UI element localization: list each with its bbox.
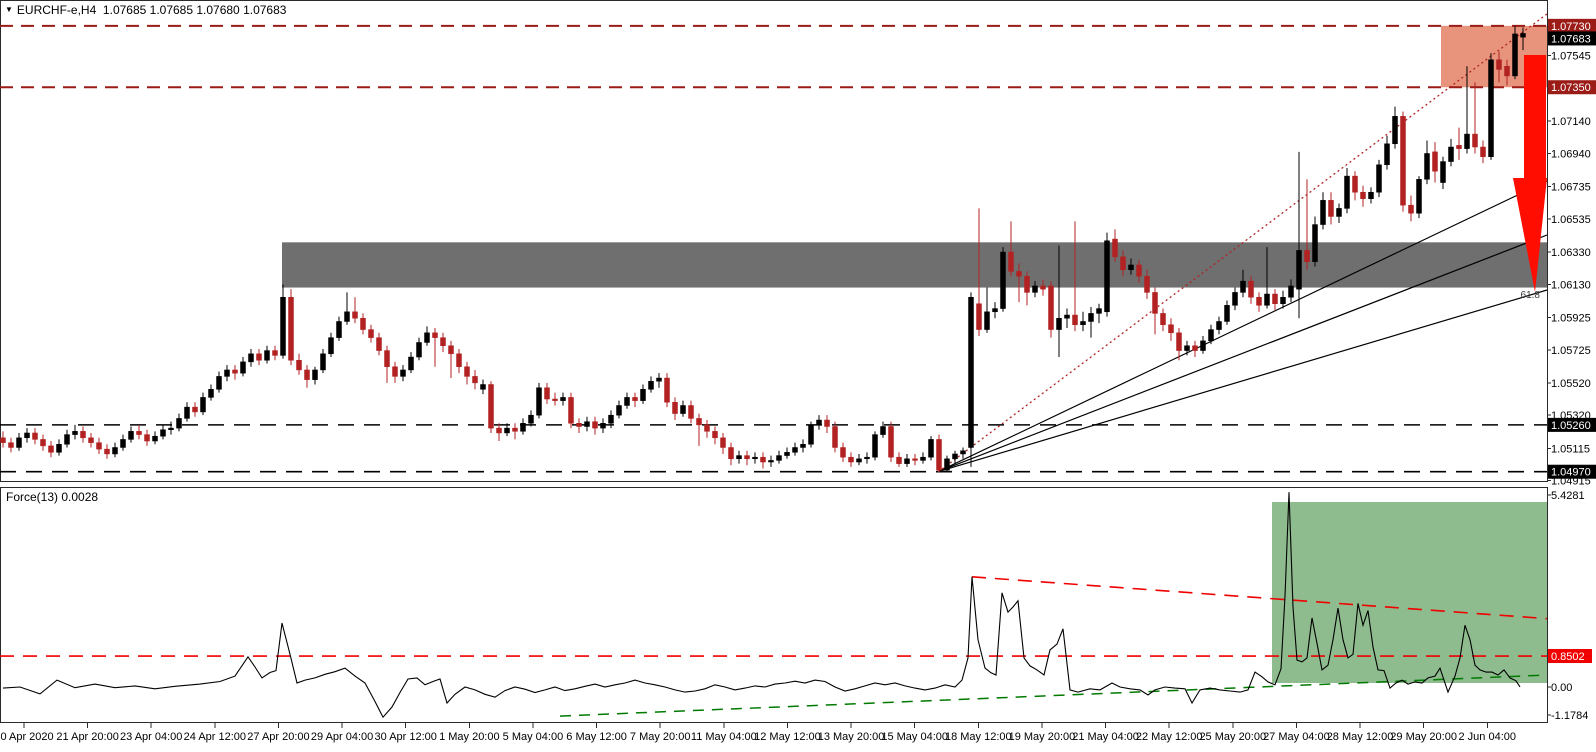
svg-text:1.05725: 1.05725	[1551, 345, 1591, 357]
svg-text:7 May 20:00: 7 May 20:00	[630, 731, 691, 743]
svg-text:1.04915: 1.04915	[1551, 476, 1591, 488]
symbol-dropdown-icon[interactable]: ▼	[5, 5, 13, 14]
svg-text:1.06535: 1.06535	[1551, 214, 1591, 226]
svg-text:1 May 20:00: 1 May 20:00	[439, 731, 500, 743]
svg-text:1.07350: 1.07350	[1551, 82, 1591, 94]
candlestick-series	[0, 25, 1526, 472]
svg-text:13 May 20:00: 13 May 20:00	[818, 731, 885, 743]
svg-text:5.4281: 5.4281	[1551, 490, 1585, 502]
zone-rectangles[interactable]	[282, 25, 1547, 288]
svg-text:5 May 04:00: 5 May 04:00	[503, 731, 564, 743]
time-axis[interactable]: 20 Apr 2020 21 Apr 20:00 23 Apr 04:00 24 Ap…	[0, 723, 1516, 743]
force-indicator-pane[interactable]	[0, 492, 1548, 719]
svg-text:1.05520: 1.05520	[1551, 378, 1591, 390]
svg-text:2 Jun 04:00: 2 Jun 04:00	[1459, 731, 1517, 743]
force-green-trendline	[559, 674, 1548, 717]
svg-text:27 May 04:00: 27 May 04:00	[1263, 731, 1330, 743]
svg-text:1.07545: 1.07545	[1551, 51, 1591, 63]
svg-text:19 May 20:00: 19 May 20:00	[1009, 731, 1076, 743]
indicator-axis[interactable]: 5.4281 0.8502 0.00 -1.1784	[1547, 490, 1592, 722]
svg-text:1.06940: 1.06940	[1551, 148, 1591, 160]
svg-text:23 Apr 04:00: 23 Apr 04:00	[120, 731, 182, 743]
svg-text:1.05925: 1.05925	[1551, 312, 1591, 324]
svg-text:1.07140: 1.07140	[1551, 116, 1591, 128]
svg-text:1.07730: 1.07730	[1551, 21, 1591, 33]
svg-text:1.06130: 1.06130	[1551, 279, 1591, 291]
svg-text:1.06330: 1.06330	[1551, 247, 1591, 259]
svg-text:27 Apr 20:00: 27 Apr 20:00	[247, 731, 309, 743]
svg-text:1.07683: 1.07683	[1551, 33, 1591, 45]
svg-text:6 May 12:00: 6 May 12:00	[566, 731, 627, 743]
svg-text:11 May 04:00: 11 May 04:00	[691, 731, 757, 743]
force-line	[2, 492, 1521, 719]
svg-text:1.04970: 1.04970	[1551, 467, 1591, 479]
force-red-trendline	[971, 576, 1548, 620]
svg-text:22 May 12:00: 22 May 12:00	[1136, 731, 1203, 743]
pane-borders	[0, 0, 1548, 723]
chart-title: EURCHF-e,H4 1.07685 1.07685 1.07680 1.07…	[16, 3, 287, 17]
svg-text:1.05260: 1.05260	[1551, 420, 1591, 432]
svg-text:0.8502: 0.8502	[1551, 651, 1585, 663]
horizontal-line-drawings[interactable]	[0, 24, 1547, 473]
svg-text:18 May 12:00: 18 May 12:00	[945, 731, 1012, 743]
svg-text:28 May 12:00: 28 May 12:00	[1327, 731, 1394, 743]
svg-text:-1.1784: -1.1784	[1551, 710, 1588, 722]
svg-text:12 May 12:00: 12 May 12:00	[754, 731, 821, 743]
svg-text:21 May 04:00: 21 May 04:00	[1072, 731, 1139, 743]
gray-rectangle-drawing	[282, 242, 1547, 288]
fibo-fan-drawing[interactable]	[937, 13, 1548, 473]
svg-text:24 Apr 12:00: 24 Apr 12:00	[184, 731, 246, 743]
svg-text:29 Apr 04:00: 29 Apr 04:00	[311, 731, 373, 743]
svg-text:25 May 20:00: 25 May 20:00	[1199, 731, 1266, 743]
chart-title-bar: ▼ EURCHF-e,H4 1.07685 1.07685 1.07680 1.0…	[5, 3, 286, 17]
svg-text:1.05115: 1.05115	[1551, 443, 1590, 455]
svg-text:30 Apr 12:00: 30 Apr 12:00	[375, 731, 437, 743]
svg-text:20 Apr 2020: 20 Apr 2020	[0, 731, 54, 743]
svg-text:15 May 04:00: 15 May 04:00	[881, 731, 948, 743]
indicator-label: Force(13) 0.0028	[6, 490, 99, 504]
down-arrow-drawing[interactable]	[1513, 55, 1547, 292]
svg-text:29 May 20:00: 29 May 20:00	[1390, 731, 1457, 743]
svg-text:1.06735: 1.06735	[1551, 182, 1591, 194]
svg-text:21 Apr 20:00: 21 Apr 20:00	[56, 731, 118, 743]
svg-text:61.8: 61.8	[1521, 290, 1541, 301]
green-zone-box	[1272, 502, 1547, 683]
svg-text:0.00: 0.00	[1551, 682, 1572, 694]
